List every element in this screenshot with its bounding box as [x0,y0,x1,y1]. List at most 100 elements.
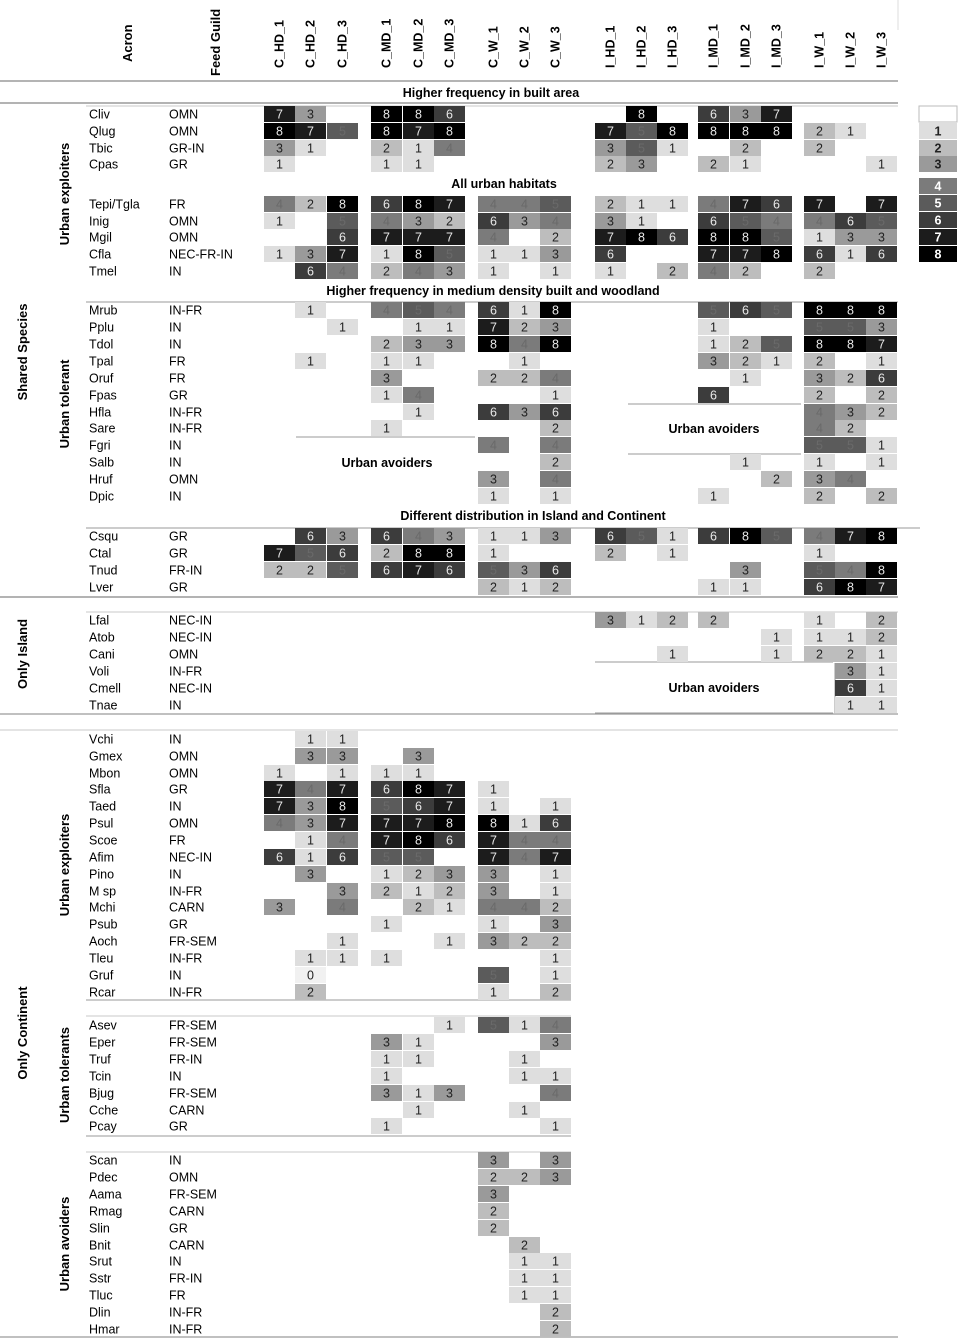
cell-value: 6 [742,304,749,318]
heatmap-cell [371,213,402,229]
heatmap-cell [371,562,402,578]
heatmap-cell [371,123,402,139]
legend-swatch [919,156,957,172]
cell-value: 6 [773,198,780,212]
cell-value: 1 [847,631,854,645]
heatmap-cell [327,933,358,949]
row-feed-guild: FR [169,834,186,848]
cell-value: 5 [415,304,422,318]
cell-value: 1 [307,834,314,848]
cell-value: 1 [521,248,528,262]
heatmap-cell [295,106,326,122]
cell-value: 2 [816,490,823,504]
cell-value: 1 [773,355,780,369]
heatmap-cell [698,336,729,352]
cell-value: 6 [710,215,717,229]
group-label-shared-species: Shared Species [15,304,30,401]
cell-value: 1 [521,1070,528,1084]
heatmap-cell [540,404,571,420]
cell-value: 7 [816,198,823,212]
row-feed-guild: FR [169,198,186,212]
legend-label: 6 [935,214,942,228]
column-label: I_MD_2 [739,24,753,68]
heatmap-cell [478,246,509,262]
heatmap-cell [835,213,866,229]
heatmap-cell [434,336,465,352]
heatmap-cell [730,579,761,595]
cell-value: 4 [552,473,559,487]
cell-value: 1 [710,490,717,504]
heatmap-cell [403,1102,434,1118]
cell-value: 1 [446,935,453,949]
heatmap-cell [657,140,688,156]
heatmap-cell [478,562,509,578]
cell-value: 3 [490,935,497,949]
cell-value: 1 [446,321,453,335]
heatmap-cell [371,263,402,279]
cell-value: 6 [710,530,717,544]
cell-value: 1 [878,648,885,662]
heatmap-cell [478,404,509,420]
cell-value: 2 [552,935,559,949]
column-label: C_MD_3 [443,19,457,68]
row-feed-guild: IN [169,969,182,983]
heatmap-cell [866,562,897,578]
heatmap-cell [540,196,571,212]
cell-value: 3 [552,248,559,262]
heatmap-cell [866,454,897,470]
cell-value: 2 [552,581,559,595]
cell-value: 7 [607,231,614,245]
column-label: I_W_1 [813,32,827,68]
heatmap-cell [730,123,761,139]
heatmap-cell [295,263,326,279]
cell-value: 2 [816,355,823,369]
heatmap-cell [264,765,295,781]
heatmap-cell [540,319,571,335]
cell-value: 1 [878,158,885,172]
row-acron: Scoe [89,834,118,848]
heatmap-cell [327,781,358,797]
cell-value: 2 [383,265,390,279]
cell-value: 3 [521,564,528,578]
cell-value: 3 [446,338,453,352]
heatmap-cell [804,545,835,561]
heatmap-cell [434,815,465,831]
heatmap-cell [540,454,571,470]
legend-swatch [919,246,957,262]
heatmap-cell [434,196,465,212]
cell-value: 1 [847,248,854,262]
heatmap-cell [509,899,540,915]
heatmap-cell [371,229,402,245]
heatmap-cell [804,229,835,245]
heatmap-cell [371,1068,402,1084]
cell-value: 6 [669,231,676,245]
cell-value: 1 [742,581,749,595]
heatmap-cell [730,229,761,245]
row-acron: Tnae [89,699,118,713]
cell-value: 1 [307,142,314,156]
cell-value: 4 [276,817,283,831]
cell-value: 3 [307,868,314,882]
heatmap-cell [730,213,761,229]
heatmap-cell [295,140,326,156]
cell-value: 8 [710,231,717,245]
heatmap-cell [595,140,626,156]
heatmap-cell [540,437,571,453]
cell-value: 2 [521,321,528,335]
heatmap-cell [626,213,657,229]
heatmap-cell [264,815,295,831]
heatmap-cell [478,1152,509,1168]
legend-label: 7 [935,231,942,245]
cell-value: 1 [383,1120,390,1134]
cell-value: 5 [339,215,346,229]
cell-value: 5 [339,564,346,578]
heatmap-cell [804,123,835,139]
cell-value: 8 [742,231,749,245]
section-title-different: Different distribution in Island and Con… [400,509,666,523]
heatmap-cell [434,883,465,899]
cell-value: 4 [490,901,497,915]
heatmap-cell [730,156,761,172]
cell-value: 3 [816,473,823,487]
heatmap-cell [327,798,358,814]
cell-value: 1 [490,783,497,797]
